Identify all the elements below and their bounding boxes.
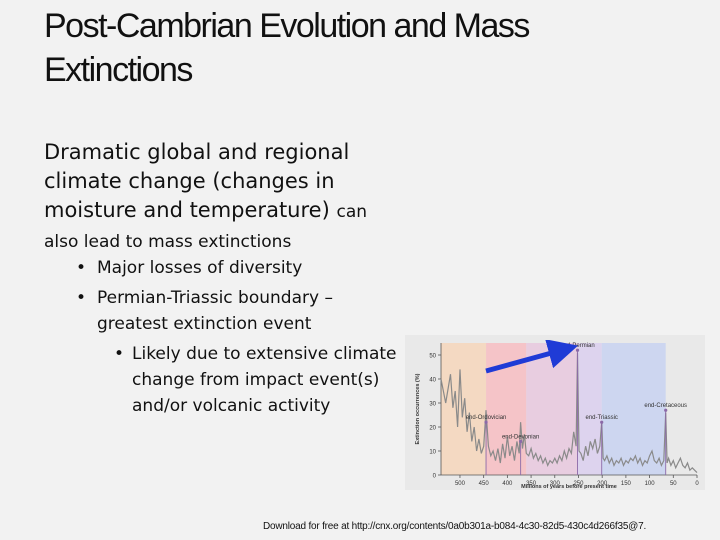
- x-tick-label: 300: [550, 481, 561, 487]
- x-tick-label: 250: [573, 481, 584, 487]
- event-marker-dot: [664, 408, 668, 412]
- event-label: end-Devonian: [502, 434, 539, 440]
- extinction-series-line: [440, 352, 698, 474]
- sub-bullet-item: • Likely due to extensive climate change…: [44, 341, 412, 419]
- y-tick-label: 10: [429, 450, 436, 456]
- bullet-glyph: •: [76, 258, 87, 278]
- x-tick-label: 200: [597, 481, 608, 487]
- lead-text: Dramatic global and regional climate cha…: [44, 140, 350, 222]
- bullet-glyph: •: [76, 288, 87, 308]
- arrow-icon: [485, 340, 579, 374]
- event-label: end-Cretaceous: [644, 403, 687, 409]
- bullet-text: Major losses of diversity: [97, 258, 303, 278]
- slide-body: Dramatic global and regional climate cha…: [44, 138, 414, 419]
- bullet-glyph: •: [114, 344, 125, 364]
- lead-text-small: can: [336, 202, 368, 222]
- bullet-item: • Major losses of diversity: [44, 255, 414, 281]
- x-tick-label: 100: [645, 481, 656, 487]
- x-tick-label: 450: [479, 481, 490, 487]
- bullet-text: Permian-Triassic boundary – greatest ext…: [97, 288, 333, 334]
- footer-credit: Download for free at http://cnx.org/cont…: [263, 521, 647, 532]
- event-label: end-Ordovician: [466, 415, 507, 421]
- lead-continuation: also lead to mass extinctions: [44, 232, 292, 252]
- y-axis-title: Extinction occurrences (%): [415, 373, 421, 444]
- period-band: [601, 343, 666, 475]
- event-marker-dot: [600, 420, 604, 424]
- sub-bullet-text: Likely due to extensive climate change f…: [132, 344, 397, 416]
- y-tick-label: 40: [429, 378, 436, 384]
- event-label: end-Triassic: [585, 415, 617, 421]
- x-tick-label: 50: [670, 481, 677, 487]
- y-tick-label: 30: [429, 402, 436, 408]
- x-tick-label: 0: [695, 481, 699, 487]
- event-marker-dot: [519, 439, 523, 443]
- y-tick-label: 0: [433, 474, 437, 480]
- x-tick-label: 350: [526, 481, 537, 487]
- x-tick-label: 500: [455, 481, 466, 487]
- x-tick-label: 400: [502, 481, 513, 487]
- x-axis-title: Millions of years before present time: [521, 484, 617, 490]
- x-tick-label: 150: [621, 481, 632, 487]
- y-tick-label: 50: [429, 354, 436, 360]
- event-marker-dot: [484, 420, 488, 424]
- lead-paragraph: Dramatic global and regional climate cha…: [44, 138, 414, 227]
- y-tick-label: 20: [429, 426, 436, 432]
- slide-title: Post-Cambrian Evolution and Mass Extinct…: [44, 7, 530, 89]
- bullet-item: • Permian-Triassic boundary – greatest e…: [44, 285, 397, 337]
